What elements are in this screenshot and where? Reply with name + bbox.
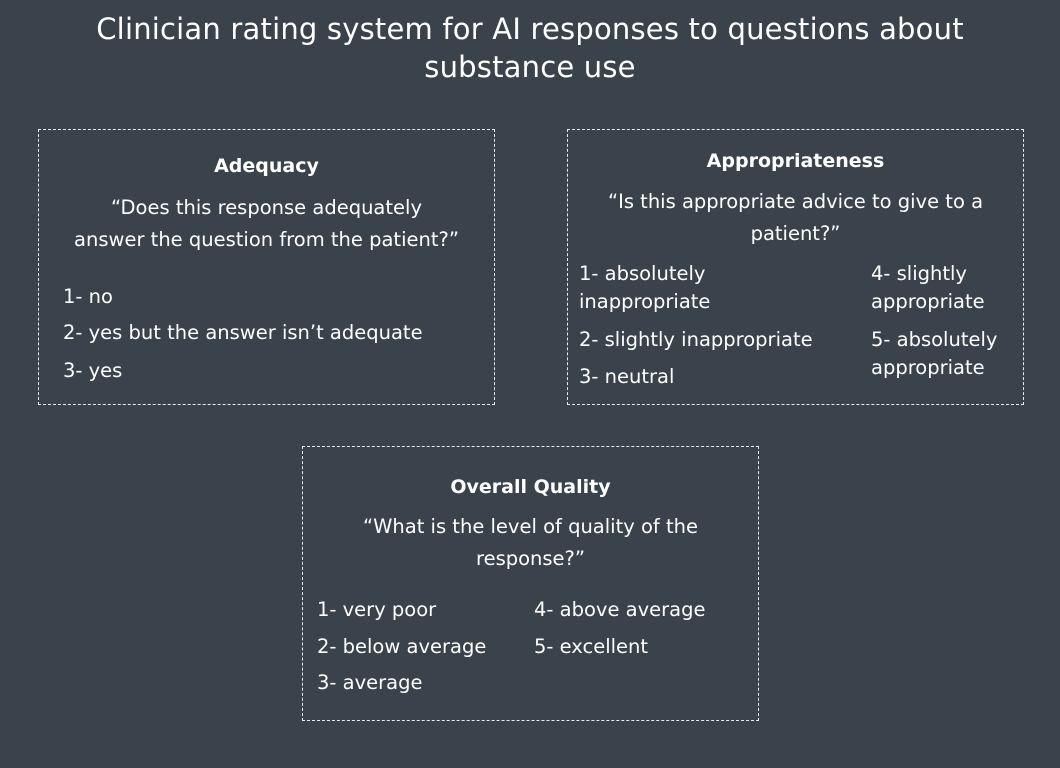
appropriateness-title: Appropriateness — [706, 150, 885, 172]
overall-quality-question: “What is the level of quality of the res… — [303, 511, 758, 575]
appropriateness-option-4: 4- slightly appropriate — [871, 260, 985, 316]
overall-quality-question-line-2: response?” — [475, 547, 586, 570]
appropriateness-option-1-line-2: inappropriate — [579, 290, 711, 313]
appropriateness-option-4-line-2: appropriate — [871, 290, 985, 313]
appropriateness-option-5-line-2: appropriate — [871, 356, 985, 379]
adequacy-box: Adequacy “Does this response adequately … — [38, 129, 495, 405]
overall-quality-box: Overall Quality “What is the level of qu… — [302, 446, 759, 721]
adequacy-option-3: 3- yes — [63, 359, 123, 382]
appropriateness-option-1-line-1: 1- absolutely — [579, 262, 706, 285]
overall-quality-option-2: 2- below average — [317, 635, 487, 658]
appropriateness-box: Appropriateness “Is this appropriate adv… — [567, 129, 1024, 405]
appropriateness-question-line-2: patient?” — [750, 222, 841, 245]
appropriateness-option-4-line-1: 4- slightly — [871, 262, 967, 285]
overall-quality-option-1: 1- very poor — [317, 598, 437, 621]
title-line-2: substance use — [424, 50, 636, 84]
title-line-1: Clinician rating system for AI responses… — [96, 12, 964, 46]
appropriateness-option-1: 1- absolutely inappropriate — [579, 260, 710, 316]
overall-quality-option-3: 3- average — [317, 671, 423, 694]
appropriateness-question-line-1: “Is this appropriate advice to give to a — [607, 190, 984, 213]
overall-quality-question-line-1: “What is the level of quality of the — [363, 515, 698, 538]
overall-quality-option-4: 4- above average — [534, 598, 706, 621]
overall-quality-option-5: 5- excellent — [534, 635, 649, 658]
adequacy-question: “Does this response adequately answer th… — [39, 192, 494, 256]
appropriateness-option-5: 5- absolutely appropriate — [871, 326, 997, 382]
diagram-title: Clinician rating system for AI responses… — [0, 10, 1060, 86]
adequacy-question-line-2: answer the question from the patient?” — [74, 228, 459, 251]
adequacy-option-2: 2- yes but the answer isn’t adequate — [63, 321, 423, 344]
appropriateness-option-5-line-1: 5- absolutely — [871, 328, 998, 351]
adequacy-title: Adequacy — [214, 155, 319, 177]
overall-quality-title: Overall Quality — [450, 476, 611, 498]
appropriateness-question: “Is this appropriate advice to give to a… — [568, 186, 1023, 250]
appropriateness-option-3: 3- neutral — [579, 365, 675, 388]
adequacy-question-line-1: “Does this response adequately — [111, 196, 422, 219]
appropriateness-option-2: 2- slightly inappropriate — [579, 328, 813, 351]
adequacy-option-1: 1- no — [63, 285, 113, 308]
